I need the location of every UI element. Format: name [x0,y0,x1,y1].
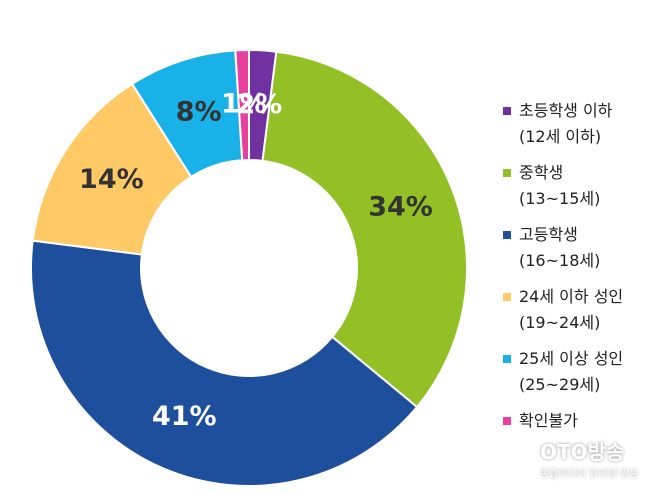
legend-swatch [503,417,511,425]
slice-label: 41% [152,401,217,432]
legend-label: 24세 이하 성인 (19~24세) [519,287,624,332]
legend-item: 25세 이상 성인 (25~29세) [503,346,659,408]
legend-label: 고등학생 (16~18세) [519,225,601,270]
slice-label: 8% [176,96,222,127]
legend-label: 25세 이상 성인 (25~29세) [519,349,624,394]
donut-slice [30,239,419,487]
legend: 초등학생 이하 (12세 이하) 중학생 (13~15세) 고등학생 (16~18세… [503,98,659,470]
donut-slice [261,50,468,409]
slice-label: 14% [79,164,144,195]
legend-label: 초등학생 이하 (12세 이하) [519,101,613,146]
legend-swatch [503,293,511,301]
watermark-tagline: 종합미디어 인터넷 방송 [540,469,639,480]
legend-label: 중학생 (13~15세) [519,163,601,208]
legend-item: 중학생 (13~15세) [503,160,659,222]
legend-swatch [503,169,511,177]
slice-label: 1% [221,89,267,120]
watermark-name: OTO방송 [540,440,625,464]
watermark-logo [486,439,532,471]
legend-item: 확인불가 [503,408,659,470]
legend-swatch [503,231,511,239]
legend-label: 확인불가 [519,411,578,430]
slice-label: 34% [368,191,433,222]
legend-item: 24세 이하 성인 (19~24세) [503,284,659,346]
watermark: OTO방송 종합미디어 인터넷 방송 [486,436,638,480]
legend-swatch [503,355,511,363]
legend-item: 고등학생 (16~18세) [503,222,659,284]
donut-slice [234,48,250,162]
legend-swatch [503,107,511,115]
donut-slice [31,82,193,256]
legend-item: 초등학생 이하 (12세 이하) [503,98,659,160]
slice-label: 2% [236,89,282,120]
